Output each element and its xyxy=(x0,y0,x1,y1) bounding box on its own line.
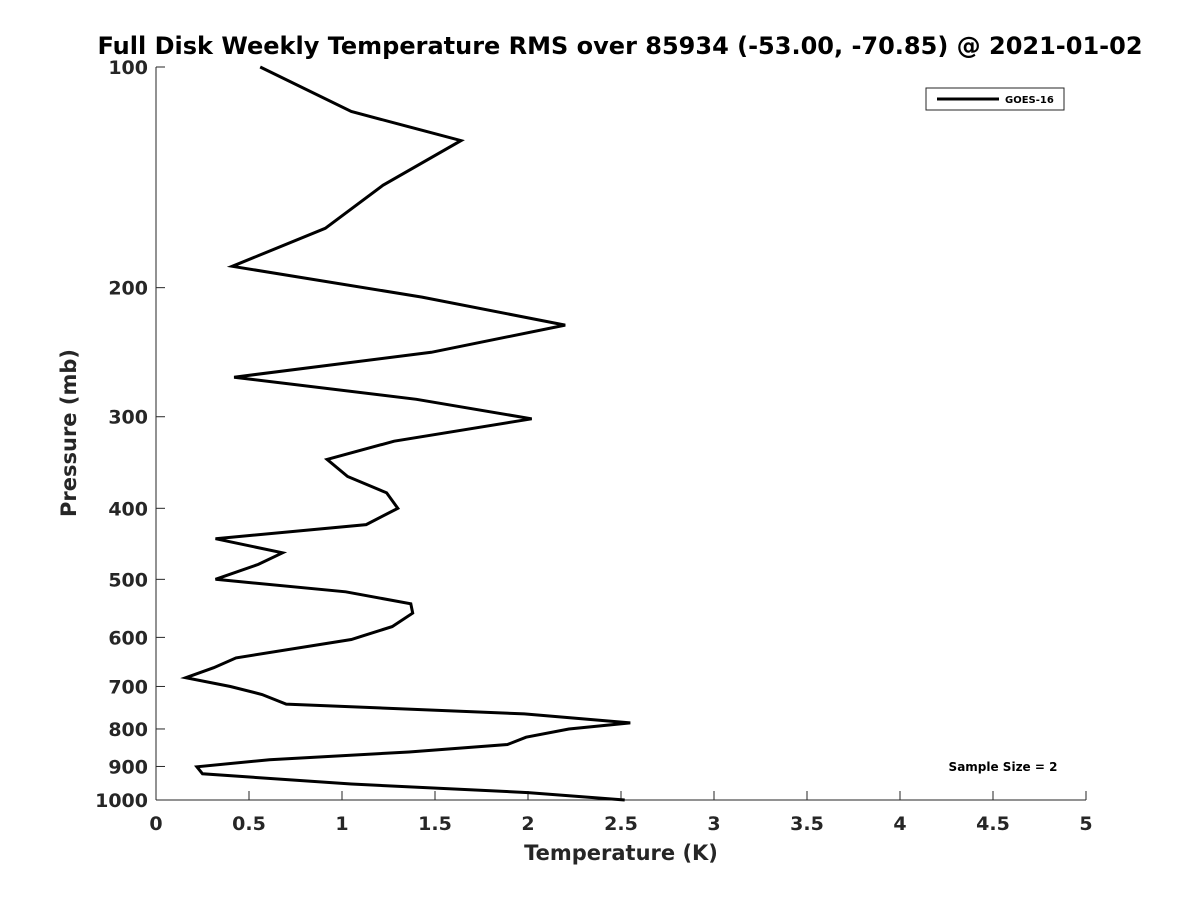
x-tick-label: 2 xyxy=(521,813,534,835)
legend[interactable]: GOES-16 xyxy=(925,87,1065,111)
x-tick-label: 1 xyxy=(335,813,348,835)
x-tick-label: 4.5 xyxy=(976,813,1010,835)
y-tick-label: 200 xyxy=(108,278,148,300)
x-tick-label: 0 xyxy=(149,813,162,835)
series-line-goes-16 xyxy=(180,65,631,802)
y-axis-label: Pressure (mb) xyxy=(57,349,81,517)
sample-size-annotation: Sample Size = 2 xyxy=(949,760,1058,774)
plot-series xyxy=(180,65,631,802)
y-tick-label: 400 xyxy=(108,498,148,520)
y-tick-label: 700 xyxy=(108,676,148,698)
x-axis-label: Temperature (K) xyxy=(524,841,718,865)
x-tick-label: 3 xyxy=(707,813,720,835)
y-tick-label: 600 xyxy=(108,627,148,649)
x-tick-label: 2.5 xyxy=(604,813,638,835)
x-tick-label: 1.5 xyxy=(418,813,452,835)
y-tick-label: 500 xyxy=(108,569,148,591)
y-tick-label: 1000 xyxy=(95,790,148,812)
y-tick-label: 300 xyxy=(108,407,148,429)
y-tick-label: 900 xyxy=(108,756,148,778)
axis-ticks: 0 0.5 1 1.5 2 2.5 3 3.5 4 4.5 5 100 200 300 400 500 600 7… xyxy=(95,57,1093,835)
y-tick-label: 800 xyxy=(108,719,148,741)
x-tick-label: 5 xyxy=(1079,813,1092,835)
chart-title: Full Disk Weekly Temperature RMS over 85… xyxy=(97,32,1142,60)
legend-label-goes-16: GOES-16 xyxy=(1005,95,1054,106)
x-tick-label: 4 xyxy=(893,813,906,835)
y-tick-label: 100 xyxy=(108,57,148,79)
x-tick-label: 3.5 xyxy=(790,813,824,835)
x-tick-label: 0.5 xyxy=(232,813,266,835)
